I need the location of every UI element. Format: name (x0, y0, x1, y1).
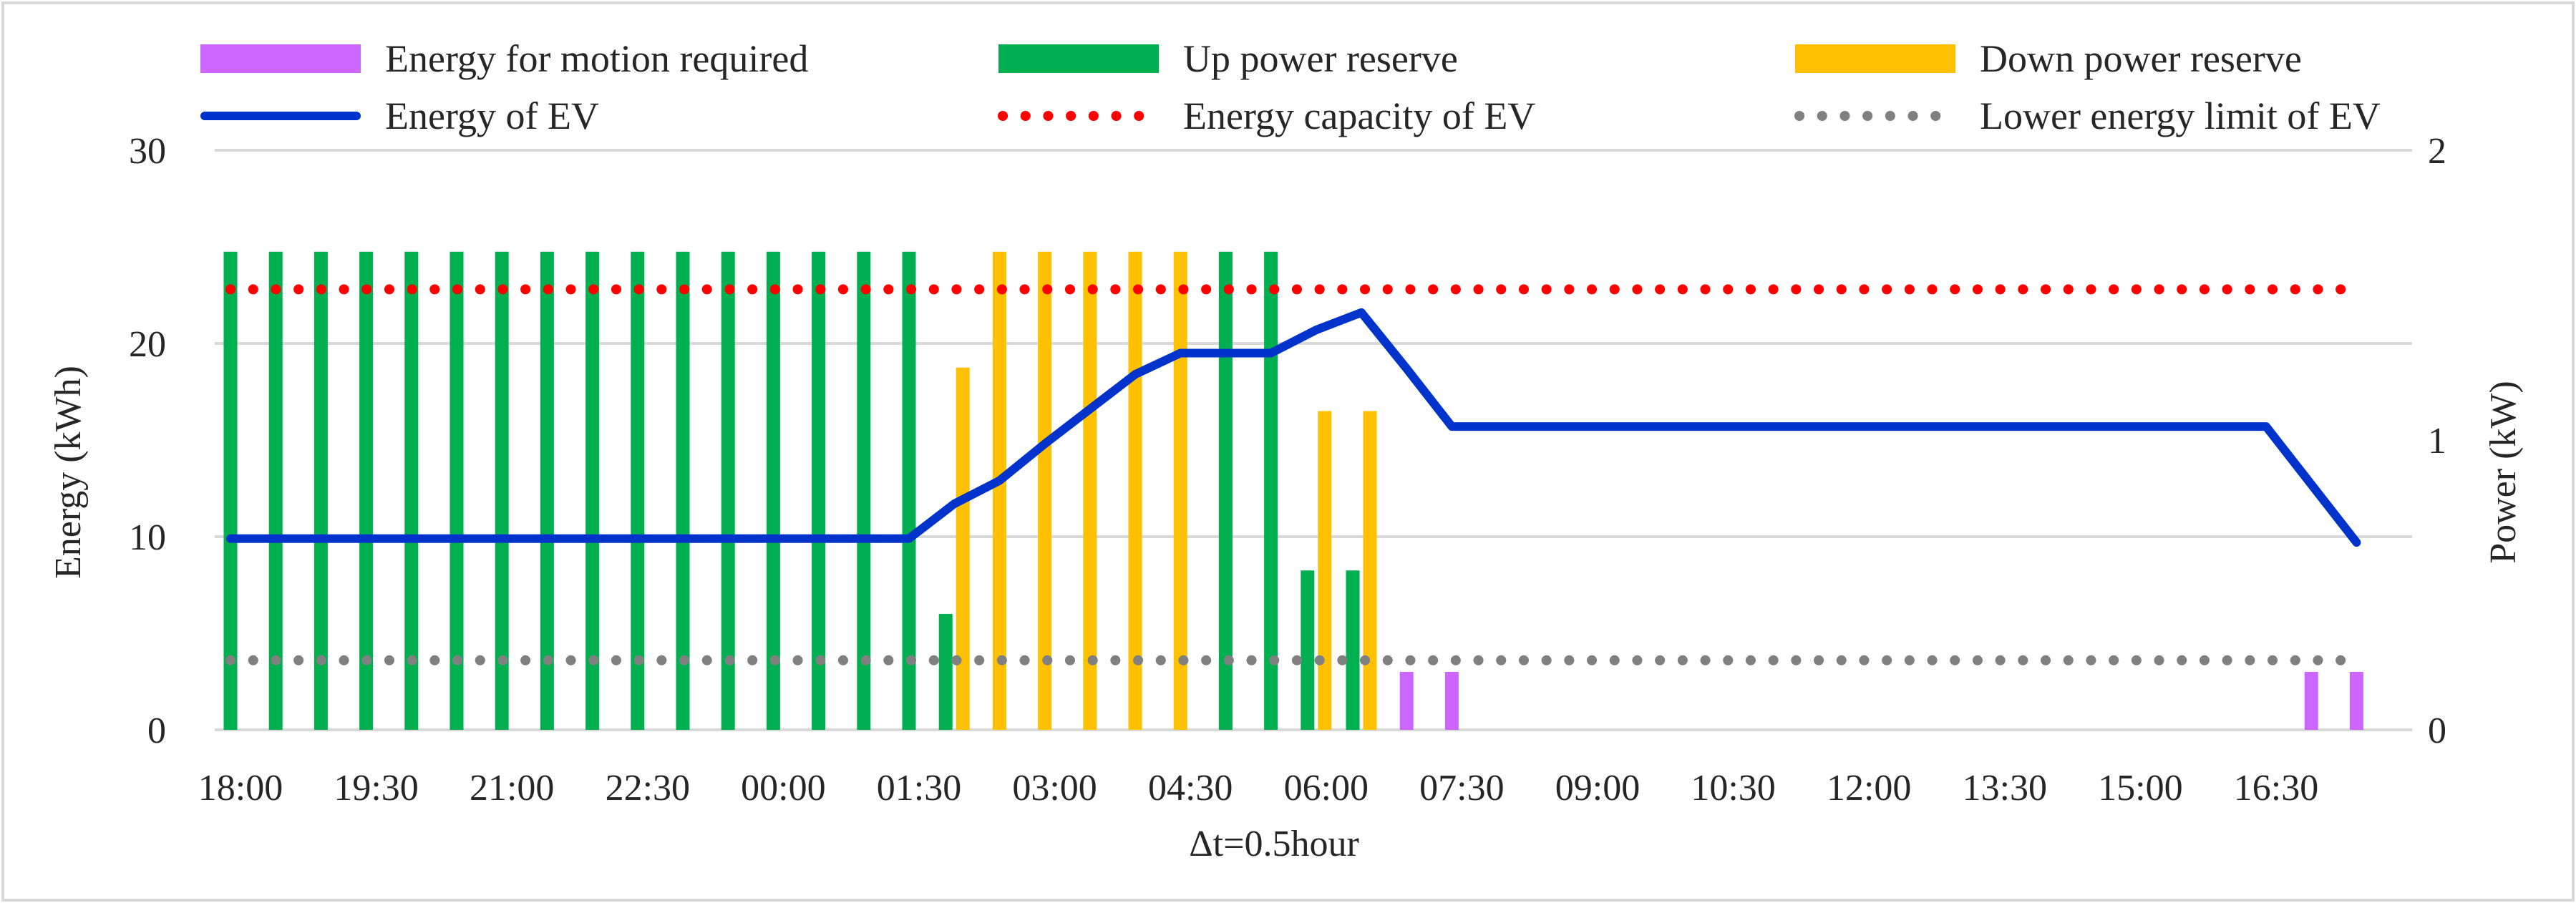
bar-down-power-reserve (992, 251, 1006, 730)
bar-up-power-reserve (495, 251, 509, 730)
legend-swatch (1795, 44, 1955, 73)
bar-down-power-reserve (956, 367, 970, 730)
bar-up-power-reserve (1218, 251, 1233, 730)
right-axis-ticks: 0 1 2 (2428, 131, 2446, 751)
right-axis-title: Power (kW) (2483, 381, 2524, 564)
bar-energy-for-motion-required (1444, 672, 1459, 730)
legend-label: Energy capacity of EV (1183, 94, 1535, 137)
bar-up-power-reserve (314, 251, 328, 730)
bar-up-power-reserve (404, 251, 419, 730)
bar-down-power-reserve (1173, 251, 1187, 730)
bar-up-power-reserve (721, 251, 735, 730)
legend-swatch (998, 44, 1159, 73)
x-axis-title: Δt=0.5hour (1189, 824, 1359, 864)
x-tick-label: 04:30 (1148, 768, 1233, 809)
line-energy-of-ev (226, 308, 2361, 547)
legend-swatch (200, 44, 361, 73)
bar-up-power-reserve (1301, 570, 1315, 730)
line-series (225, 284, 2362, 665)
bar-down-power-reserve (1318, 411, 1332, 730)
left-tick-label: 20 (129, 324, 166, 365)
right-tick-label: 2 (2428, 131, 2446, 172)
x-tick-label: 12:00 (1827, 768, 1911, 809)
x-tick-label: 01:30 (877, 768, 961, 809)
x-tick-label: 10:30 (1691, 768, 1775, 809)
x-tick-label: 19:30 (334, 768, 418, 809)
bar-up-power-reserve (938, 614, 953, 730)
legend-label: Lower energy limit of EV (1980, 94, 2381, 137)
bar-down-power-reserve (1038, 251, 1052, 730)
bar-energy-for-motion-required (1399, 672, 1414, 730)
left-tick-label: 0 (147, 711, 166, 751)
bar-up-power-reserve (902, 251, 916, 730)
bar-up-power-reserve (359, 251, 374, 730)
x-tick-label: 07:30 (1419, 768, 1504, 809)
bar-energy-for-motion-required (2349, 672, 2363, 730)
x-tick-label: 16:30 (2234, 768, 2318, 809)
right-tick-label: 1 (2428, 421, 2446, 462)
bar-up-power-reserve (223, 251, 238, 730)
bar-up-power-reserve (676, 251, 690, 730)
legend: Energy for motion required Up power reser… (200, 37, 2381, 137)
bar-up-power-reserve (631, 251, 645, 730)
bar-up-power-reserve (766, 251, 780, 730)
bar-down-power-reserve (1083, 251, 1097, 730)
left-tick-label: 10 (129, 517, 166, 558)
bar-up-power-reserve (268, 251, 283, 730)
bar-down-power-reserve (1363, 411, 1377, 730)
left-axis-ticks: 0 10 20 30 (129, 131, 166, 751)
bar-up-power-reserve (812, 251, 826, 730)
x-tick-label: 13:30 (1963, 768, 2047, 809)
x-tick-label: 03:00 (1012, 768, 1097, 809)
x-tick-label: 22:30 (606, 768, 690, 809)
bar-up-power-reserve (1346, 570, 1360, 730)
bar-up-power-reserve (540, 251, 554, 730)
legend-label: Energy of EV (385, 94, 599, 137)
legend-label: Down power reserve (1980, 37, 2302, 80)
bar-energy-for-motion-required (2304, 672, 2318, 730)
x-tick-label: 00:00 (741, 768, 825, 809)
x-tick-label: 21:00 (470, 768, 554, 809)
bar-up-power-reserve (449, 251, 464, 730)
legend-label: Up power reserve (1183, 37, 1458, 80)
bar-up-power-reserve (585, 251, 600, 730)
right-tick-label: 0 (2428, 711, 2446, 751)
bar-series (223, 251, 2363, 730)
legend-label: Energy for motion required (385, 37, 808, 80)
x-tick-label: 09:00 (1555, 768, 1640, 809)
x-tick-label: 18:00 (198, 768, 283, 809)
bar-up-power-reserve (857, 251, 871, 730)
bar-up-power-reserve (1264, 251, 1278, 730)
x-axis-ticks: 18:00 19:30 21:00 22:30 00:00 01:30 03:00 04:30… (198, 768, 2318, 809)
x-tick-label: 06:00 (1284, 768, 1369, 809)
left-tick-label: 30 (129, 131, 166, 172)
left-axis-title: Energy (kWh) (48, 366, 89, 579)
x-tick-label: 15:00 (2098, 768, 2182, 809)
